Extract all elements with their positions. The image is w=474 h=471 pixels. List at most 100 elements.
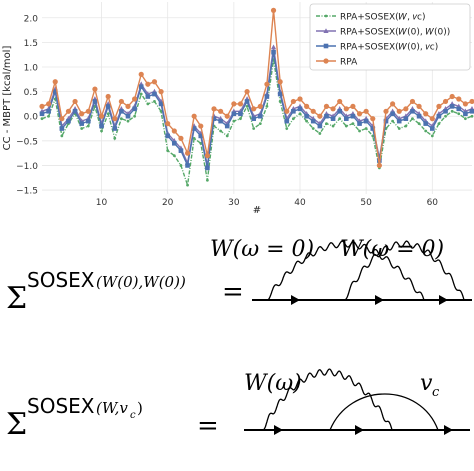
data-point xyxy=(450,109,454,113)
data-point xyxy=(358,129,361,133)
data-point xyxy=(86,124,90,128)
data-point xyxy=(344,116,349,121)
screened-interaction-line xyxy=(265,240,425,301)
x-tick-label: 50 xyxy=(360,198,372,208)
data-point xyxy=(138,84,144,89)
data-point xyxy=(364,127,368,130)
sosex-superscript: SOSEX xyxy=(27,394,95,418)
y-tick-label: −1.5 xyxy=(16,187,38,197)
legend-label: RPA xyxy=(340,58,358,68)
data-point xyxy=(119,117,123,121)
data-point xyxy=(112,116,118,122)
data-point xyxy=(357,121,362,126)
data-point xyxy=(80,127,84,130)
data-point xyxy=(463,111,468,117)
data-point xyxy=(138,71,144,77)
data-point xyxy=(231,101,237,107)
legend-label: RPA+SOSEX(𝑊(0), 𝑣c) xyxy=(340,43,438,53)
legend-label: RPA+SOSEX(𝑊, 𝑣c) xyxy=(340,13,426,23)
data-point xyxy=(270,44,277,50)
data-point xyxy=(323,58,329,64)
data-point xyxy=(158,89,164,95)
data-point xyxy=(469,108,474,114)
data-point xyxy=(85,108,91,114)
data-point xyxy=(470,114,474,118)
data-point xyxy=(251,106,257,112)
feynman-diagram-2 xyxy=(244,368,470,435)
data-point xyxy=(350,113,356,119)
data-point xyxy=(291,117,295,121)
data-point xyxy=(330,106,336,112)
legend-item: RPA+SOSEX(𝑊(0), 𝑣c) xyxy=(316,43,438,53)
data-point xyxy=(178,148,184,153)
equals-sign: = xyxy=(222,277,244,307)
data-point xyxy=(370,116,376,122)
data-point xyxy=(66,118,71,124)
data-point xyxy=(350,103,356,109)
coulomb-interaction-line xyxy=(329,393,439,431)
data-point xyxy=(416,113,422,119)
data-point xyxy=(344,124,348,128)
data-point xyxy=(310,118,316,124)
data-point xyxy=(185,163,190,168)
data-point xyxy=(310,108,316,114)
data-point xyxy=(245,104,249,108)
data-point xyxy=(105,104,111,109)
sosex-superscript-args: (W(0),W(0)) xyxy=(96,273,186,291)
data-point xyxy=(297,96,303,102)
data-point xyxy=(100,129,103,133)
data-point xyxy=(363,118,369,124)
y-axis-label: CC - MBPT [kcal/mol] xyxy=(2,46,13,151)
data-point xyxy=(205,165,210,171)
data-point xyxy=(86,118,91,124)
sosex-w0-w0-equation: Σ SOSEX (W(0),W(0)) = W(ω = 0) W(ω = 0) xyxy=(0,228,474,328)
data-point xyxy=(351,122,355,125)
tick-labels: −1.5 −1.0 −0.5 0.0 0.5 1.0 1.5 2.0 10 20 30 40 50 60 xyxy=(16,14,438,208)
data-point xyxy=(146,102,150,106)
data-point xyxy=(436,113,442,119)
data-point xyxy=(132,106,137,112)
data-point xyxy=(409,98,416,105)
data-point xyxy=(232,119,236,123)
data-point xyxy=(40,117,44,121)
data-point xyxy=(463,117,467,121)
data-point xyxy=(60,134,64,138)
data-point xyxy=(158,101,164,107)
data-point xyxy=(204,153,210,159)
data-point xyxy=(152,91,157,97)
data-point xyxy=(237,101,244,107)
data-point xyxy=(436,103,442,109)
sosex-w-vc-equation: Σ SOSEX (W,v c ) = W(ω) v c xyxy=(0,362,474,467)
sigma-symbol: Σ xyxy=(6,281,27,316)
data-point xyxy=(172,154,176,158)
legend-item: RPA xyxy=(316,58,358,68)
data-point xyxy=(99,123,104,129)
data-point xyxy=(79,111,85,117)
data-point xyxy=(145,81,151,87)
data-point xyxy=(469,98,474,105)
data-point xyxy=(429,116,435,122)
x-tick-label: 10 xyxy=(96,198,108,208)
data-point xyxy=(337,108,342,114)
data-point xyxy=(417,122,421,125)
data-point xyxy=(383,118,389,124)
x-tick-label: 20 xyxy=(162,198,174,208)
y-tick-label: 1.5 xyxy=(24,39,38,49)
arrow-head xyxy=(291,295,300,305)
equals-sign: = xyxy=(197,411,219,441)
data-point xyxy=(178,135,184,141)
data-point xyxy=(297,106,303,112)
data-point xyxy=(244,99,250,104)
data-point xyxy=(224,123,230,129)
data-point xyxy=(325,122,328,125)
data-point xyxy=(59,126,65,131)
data-point xyxy=(52,79,58,85)
series-rpa-sosex-w-0-v-c- xyxy=(39,49,474,171)
data-point xyxy=(239,117,242,121)
data-point xyxy=(119,108,124,114)
data-point xyxy=(118,98,124,105)
sigma-symbol: Σ xyxy=(6,407,27,442)
data-point xyxy=(324,113,329,119)
data-point xyxy=(151,79,158,85)
coulomb-label: v xyxy=(420,371,433,396)
